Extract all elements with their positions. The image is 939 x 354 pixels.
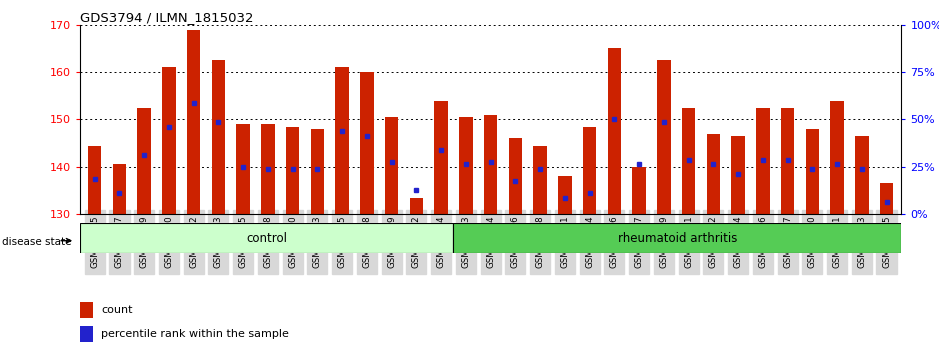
Text: percentile rank within the sample: percentile rank within the sample <box>101 329 289 339</box>
Bar <box>80 326 93 342</box>
Text: count: count <box>101 305 132 315</box>
Bar <box>509 138 522 214</box>
Bar <box>583 127 596 214</box>
Bar <box>454 223 901 253</box>
Bar <box>608 48 622 214</box>
Bar <box>435 101 448 214</box>
Bar <box>533 145 546 214</box>
Bar <box>880 183 893 214</box>
Bar <box>80 302 93 318</box>
Bar <box>360 72 374 214</box>
Bar <box>855 136 869 214</box>
Bar <box>137 108 151 214</box>
Bar <box>558 176 572 214</box>
Text: control: control <box>246 232 287 245</box>
Text: disease state: disease state <box>2 238 71 247</box>
Bar <box>756 108 770 214</box>
Bar <box>731 136 745 214</box>
Bar <box>211 60 225 214</box>
Bar <box>237 124 250 214</box>
Bar <box>781 108 794 214</box>
Bar <box>335 67 349 214</box>
Bar <box>311 129 324 214</box>
Bar <box>632 167 646 214</box>
Bar <box>409 198 423 214</box>
Bar <box>285 127 300 214</box>
Bar <box>80 223 454 253</box>
Bar <box>113 165 126 214</box>
Bar <box>657 60 670 214</box>
Bar <box>187 29 200 214</box>
Bar <box>706 134 720 214</box>
Bar <box>806 129 819 214</box>
Bar <box>830 101 844 214</box>
Bar <box>385 117 398 214</box>
Text: GDS3794 / ILMN_1815032: GDS3794 / ILMN_1815032 <box>80 11 254 24</box>
Bar <box>459 117 472 214</box>
Bar <box>261 124 275 214</box>
Bar <box>484 115 498 214</box>
Bar <box>88 145 101 214</box>
Bar <box>162 67 176 214</box>
Text: rheumatoid arthritis: rheumatoid arthritis <box>618 232 737 245</box>
Bar <box>682 108 696 214</box>
